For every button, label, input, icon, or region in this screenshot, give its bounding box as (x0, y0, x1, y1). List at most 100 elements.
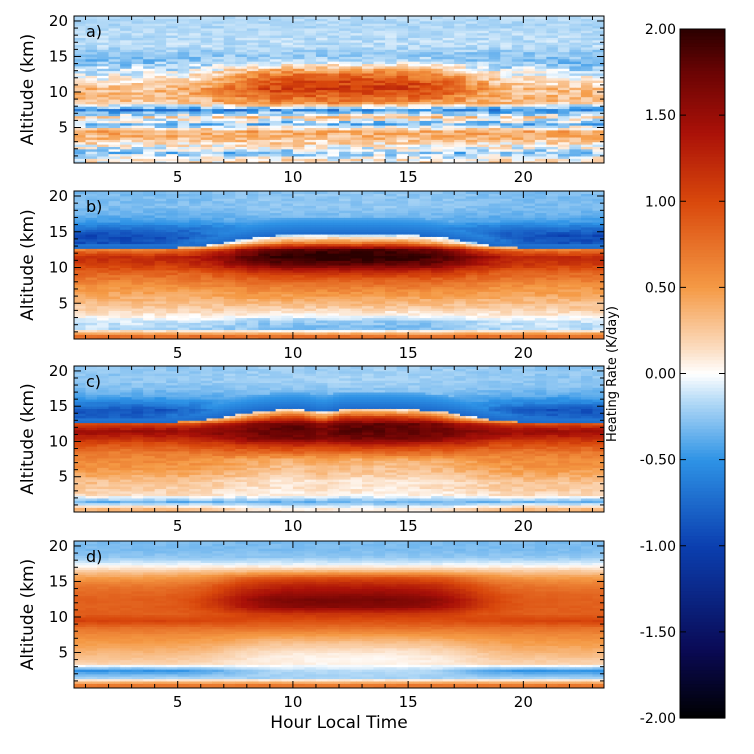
heatmap-cell (517, 46, 524, 50)
heatmap-cell (431, 65, 438, 69)
heatmap-cell (321, 160, 329, 163)
heatmap-cell (419, 49, 427, 53)
heatmap-cell (194, 56, 202, 60)
heatmap-cell (264, 132, 271, 136)
heatmap-cell (385, 56, 392, 60)
heatmap-cell (177, 58, 185, 62)
heatmap-cell (511, 82, 519, 86)
heatmap-cell (477, 27, 484, 31)
heatmap-cell (189, 63, 196, 67)
heatmap-cell (177, 141, 185, 145)
heatmap-cell (120, 122, 127, 126)
heatmap-cell (454, 87, 461, 91)
heatmap-cell (108, 146, 115, 150)
heatmap-cell (264, 87, 271, 91)
heatmap-cell (448, 108, 455, 112)
heatmap-cell (500, 34, 507, 38)
heatmap-cell (246, 155, 254, 159)
heatmap-cell (206, 139, 213, 143)
heatmap-cell (373, 117, 380, 121)
heatmap-cell (258, 122, 265, 126)
heatmap-cell (304, 113, 311, 117)
heatmap-cell (143, 122, 150, 126)
heatmap-cell (275, 30, 282, 34)
heatmap-cell (442, 108, 450, 112)
heatmap-cell (511, 113, 519, 117)
heatmap-cell (241, 87, 248, 91)
heatmap-cell (459, 27, 467, 31)
heatmap-cell (125, 117, 133, 121)
heatmap-cell (304, 148, 311, 152)
heatmap-cell (350, 110, 357, 114)
heatmap-cell (108, 16, 115, 19)
heatmap-cell (500, 139, 507, 143)
heatmap-cell (436, 139, 444, 143)
heatmap-cell (304, 77, 311, 81)
heatmap-cell (183, 18, 190, 22)
heatmap-cell (292, 80, 300, 83)
heatmap-cell (189, 51, 196, 55)
heatmap-cell (143, 61, 150, 65)
heatmap-cell (252, 151, 259, 155)
heatmap-cell (281, 82, 288, 86)
heatmap-cell (125, 68, 133, 72)
heatmap-cell (367, 82, 375, 86)
heatmap-cell (218, 46, 225, 50)
heatmap-cell (344, 65, 352, 69)
heatmap-cell (143, 158, 150, 162)
heatmap-cell (413, 25, 421, 29)
heatmap-cell (200, 127, 208, 131)
heatmap-cell (258, 27, 265, 31)
heatmap-cell (465, 103, 473, 107)
heatmap-cell (218, 94, 225, 98)
heatmap-cell (413, 58, 421, 62)
heatmap-cell (534, 108, 542, 112)
heatmap-cell (200, 44, 208, 48)
heatmap-cell (275, 20, 282, 24)
heatmap-cell (333, 37, 340, 41)
heatmap-cell (494, 106, 501, 110)
heatmap-cell (264, 44, 271, 48)
heatmap-cell (483, 42, 490, 46)
heatmap-cell (471, 20, 478, 24)
heatmap-cell (339, 158, 346, 162)
heatmap-cell (321, 82, 329, 86)
heatmap-cell (431, 151, 438, 155)
heatmap-cell (321, 129, 329, 133)
heatmap-cell (529, 46, 536, 50)
heatmap-cell (235, 53, 242, 57)
heatmap-cell (379, 65, 386, 69)
heatmap-cell (246, 115, 254, 119)
heatmap-cell (200, 108, 208, 112)
heatmap-cell (241, 98, 248, 102)
heatmap-cell (218, 125, 225, 129)
heatmap-cell (442, 82, 450, 86)
heatmap-cell (350, 30, 357, 34)
heatmap-cell (137, 70, 144, 74)
heatmap-cell (189, 46, 196, 50)
heatmap-cell (408, 25, 415, 29)
heatmap-cell (367, 70, 375, 74)
heatmap-cell (206, 132, 213, 136)
heatmap-cell (517, 44, 524, 48)
heatmap-cell (413, 37, 421, 41)
heatmap-cell (154, 136, 162, 140)
heatmap-cell (413, 44, 421, 48)
heatmap-cell (183, 115, 190, 119)
heatmap-cell (425, 91, 432, 95)
heatmap-cell (137, 49, 144, 53)
heatmap-cell (373, 63, 380, 67)
heatmap-cell (148, 117, 156, 121)
heatmap-cell (74, 117, 81, 121)
heatmap-cell (379, 25, 386, 29)
heatmap-cell (310, 91, 317, 95)
heatmap-cell (436, 46, 444, 50)
heatmap-cell (362, 125, 369, 129)
heatmap-cell (465, 158, 473, 162)
heatmap-cell (194, 18, 202, 22)
heatmap-cell (177, 72, 185, 76)
heatmap-cell (350, 23, 357, 27)
heatmap-cell (189, 132, 196, 136)
heatmap-cell (235, 44, 242, 48)
heatmap-cell (131, 101, 138, 105)
